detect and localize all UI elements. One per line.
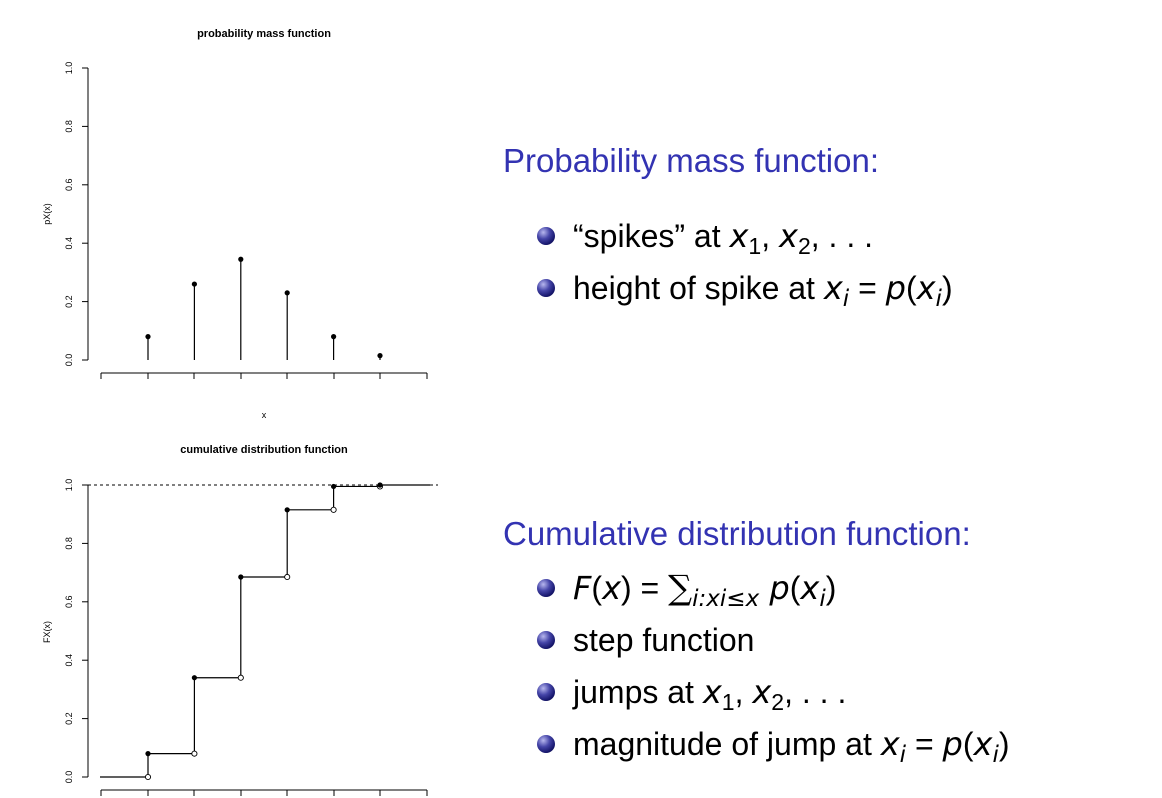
y-tick-label: 1.0	[64, 479, 74, 492]
cdf-filled-point	[238, 574, 244, 580]
y-tick-label: 0.4	[64, 654, 74, 667]
cdf-heading: Cumulative distribution function:	[503, 515, 971, 552]
y-tick-label: 0.8	[64, 120, 74, 133]
y-tick-label: 1.0	[64, 62, 74, 75]
cdf-open-point	[191, 750, 198, 757]
cdf-chart: cumulative distribution function FX(x) 0…	[42, 444, 438, 796]
cdf-bullet-formula: F(x) = ∑i:xi≤x p(xi)	[537, 562, 1010, 614]
pmf-heading: Probability mass function:	[503, 142, 880, 179]
pmf-point	[377, 353, 383, 359]
cdf-open-point	[144, 773, 152, 781]
bullet-icon	[537, 631, 555, 649]
pmf-chart: probability mass function pX(x) x 0.0 0.2…	[42, 28, 428, 420]
cdf-bullet-step: step function	[537, 614, 1010, 666]
bullet-icon	[537, 579, 555, 597]
pmf-point	[145, 334, 151, 340]
bullet-icon	[537, 683, 555, 701]
pmf-point	[331, 334, 337, 340]
pmf-y-axis-label: pX(x)	[42, 203, 52, 225]
pmf-bullet-list: “spikes” at x1, x2, . . . height of spik…	[537, 210, 953, 314]
y-tick-label: 0.8	[64, 537, 74, 550]
pmf-point	[284, 290, 290, 296]
cdf-open-point	[237, 674, 244, 681]
bullet-icon	[537, 735, 555, 753]
pmf-x-axis-label: x	[262, 410, 267, 420]
y-tick-label: 0.6	[64, 179, 74, 192]
cdf-bullet-list: F(x) = ∑i:xi≤x p(xi) step function jumps…	[537, 562, 1010, 770]
bullet-icon	[537, 279, 555, 297]
pmf-bullet-height: height of spike at xi = p(xi)	[537, 262, 953, 314]
y-tick-label: 0.6	[64, 596, 74, 609]
cdf-open-point	[284, 573, 291, 581]
y-tick-label: 0.0	[64, 354, 74, 367]
pmf-point	[191, 281, 197, 287]
y-tick-label: 0.2	[64, 712, 74, 725]
pmf-bullet-spikes: “spikes” at x1, x2, . . .	[537, 210, 953, 262]
pmf-chart-title: probability mass function	[197, 28, 331, 40]
cdf-y-axis-label: FX(x)	[42, 621, 52, 643]
pmf-point	[238, 256, 244, 262]
cdf-bullet-magnitude: magnitude of jump at xi = p(xi)	[537, 718, 1010, 770]
y-tick-label: 0.2	[64, 295, 74, 308]
cdf-chart-title: cumulative distribution function	[180, 444, 348, 456]
y-tick-label: 0.0	[64, 771, 74, 784]
bullet-icon	[537, 227, 555, 245]
cdf-bullet-jumps: jumps at x1, x2, . . .	[537, 666, 1010, 718]
cdf-open-point	[330, 506, 337, 513]
y-tick-label: 0.4	[64, 237, 74, 250]
